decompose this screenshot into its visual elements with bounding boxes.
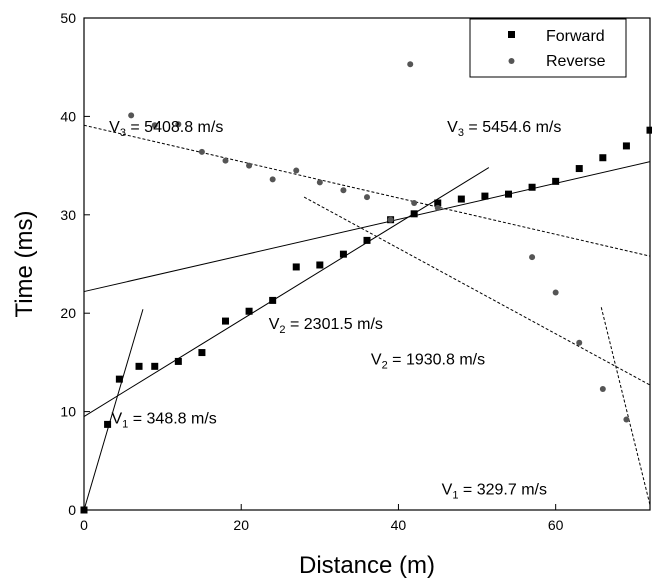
reverse-point <box>529 254 536 261</box>
reverse-point <box>411 199 418 206</box>
reverse-point <box>246 162 253 169</box>
y-tick-label: 0 <box>68 502 76 518</box>
y-tick-label: 20 <box>60 305 76 321</box>
x-tick-label: 40 <box>391 517 407 533</box>
velocity-label: V1 = 329.7 m/s <box>442 481 547 501</box>
forward-point <box>457 195 465 203</box>
velocity-label: V2 = 1930.8 m/s <box>371 351 485 371</box>
legend-marker-reverse <box>508 58 515 64</box>
y-axis-title: Time (ms) <box>11 210 38 317</box>
fit-line-4 <box>83 124 651 257</box>
fit-line-2 <box>83 167 490 417</box>
x-axis-title: Distance (m) <box>299 552 435 579</box>
forward-point <box>481 192 489 200</box>
forward-point <box>599 154 607 162</box>
x-tick-label: 0 <box>80 517 88 533</box>
velocity-label: V2 = 2301.5 m/s <box>269 316 383 336</box>
forward-point <box>339 250 347 258</box>
y-tick-label: 30 <box>60 207 76 223</box>
forward-point <box>552 177 560 185</box>
legend-marker-forward <box>508 31 515 38</box>
legend-label-reverse: Reverse <box>546 53 606 70</box>
forward-point <box>174 357 182 365</box>
reverse-point <box>340 187 347 194</box>
velocity-label: V3 = 5454.6 m/s <box>447 119 561 139</box>
legend: Forward Reverse <box>469 18 627 78</box>
fit-lines <box>83 124 651 511</box>
axis-ticks: 0 20 40 60 0 10 20 30 40 50 <box>60 10 563 533</box>
reverse-point <box>175 121 182 128</box>
forward-point <box>575 165 583 173</box>
forward-point <box>151 362 159 370</box>
forward-point <box>115 375 123 383</box>
forward-point <box>135 362 143 370</box>
velocity-label: V1 = 348.8 m/s <box>112 410 217 430</box>
reverse-point <box>316 179 323 186</box>
fit-line-5 <box>303 196 651 386</box>
fit-line-6 <box>600 307 651 506</box>
y-tick-label: 40 <box>60 108 76 124</box>
y-tick-label: 10 <box>60 404 76 420</box>
legend-label-forward: Forward <box>546 28 605 45</box>
forward-point <box>198 349 206 357</box>
forward-point <box>245 307 253 315</box>
forward-point <box>316 261 324 269</box>
forward-point <box>528 183 536 191</box>
reverse-point <box>576 339 583 346</box>
reverse-point <box>434 204 441 211</box>
data-points <box>80 61 652 514</box>
y-tick-label: 50 <box>60 10 76 26</box>
reverse-point <box>269 176 276 183</box>
reverse-point <box>623 416 630 423</box>
forward-point <box>363 236 371 244</box>
forward-point <box>410 210 418 218</box>
forward-point <box>434 199 442 207</box>
velocity-label: V3 = 5408.8 m/s <box>109 119 223 139</box>
plot-area <box>83 17 651 511</box>
forward-point <box>292 263 300 271</box>
reverse-point <box>128 112 135 119</box>
reverse-point <box>599 385 606 392</box>
forward-point <box>222 317 229 325</box>
reverse-point <box>222 157 229 164</box>
reverse-point <box>198 148 205 155</box>
forward-point <box>622 142 630 150</box>
forward-point <box>269 296 277 304</box>
forward-point <box>505 190 512 198</box>
forward-point <box>104 420 112 428</box>
reverse-point <box>293 167 300 174</box>
reverse-point <box>151 122 158 129</box>
x-tick-label: 20 <box>233 517 249 533</box>
reverse-point <box>387 216 394 223</box>
legend-box <box>469 18 627 78</box>
velocity-annotations: V3 = 5408.8 m/s V3 = 5454.6 m/s V2 = 2301.… <box>109 119 561 501</box>
reverse-point <box>552 289 559 296</box>
x-tick-label: 60 <box>548 517 564 533</box>
fit-line-1 <box>83 309 144 511</box>
reverse-point <box>364 194 370 201</box>
reverse-point <box>407 61 414 68</box>
forward-point <box>646 126 652 134</box>
